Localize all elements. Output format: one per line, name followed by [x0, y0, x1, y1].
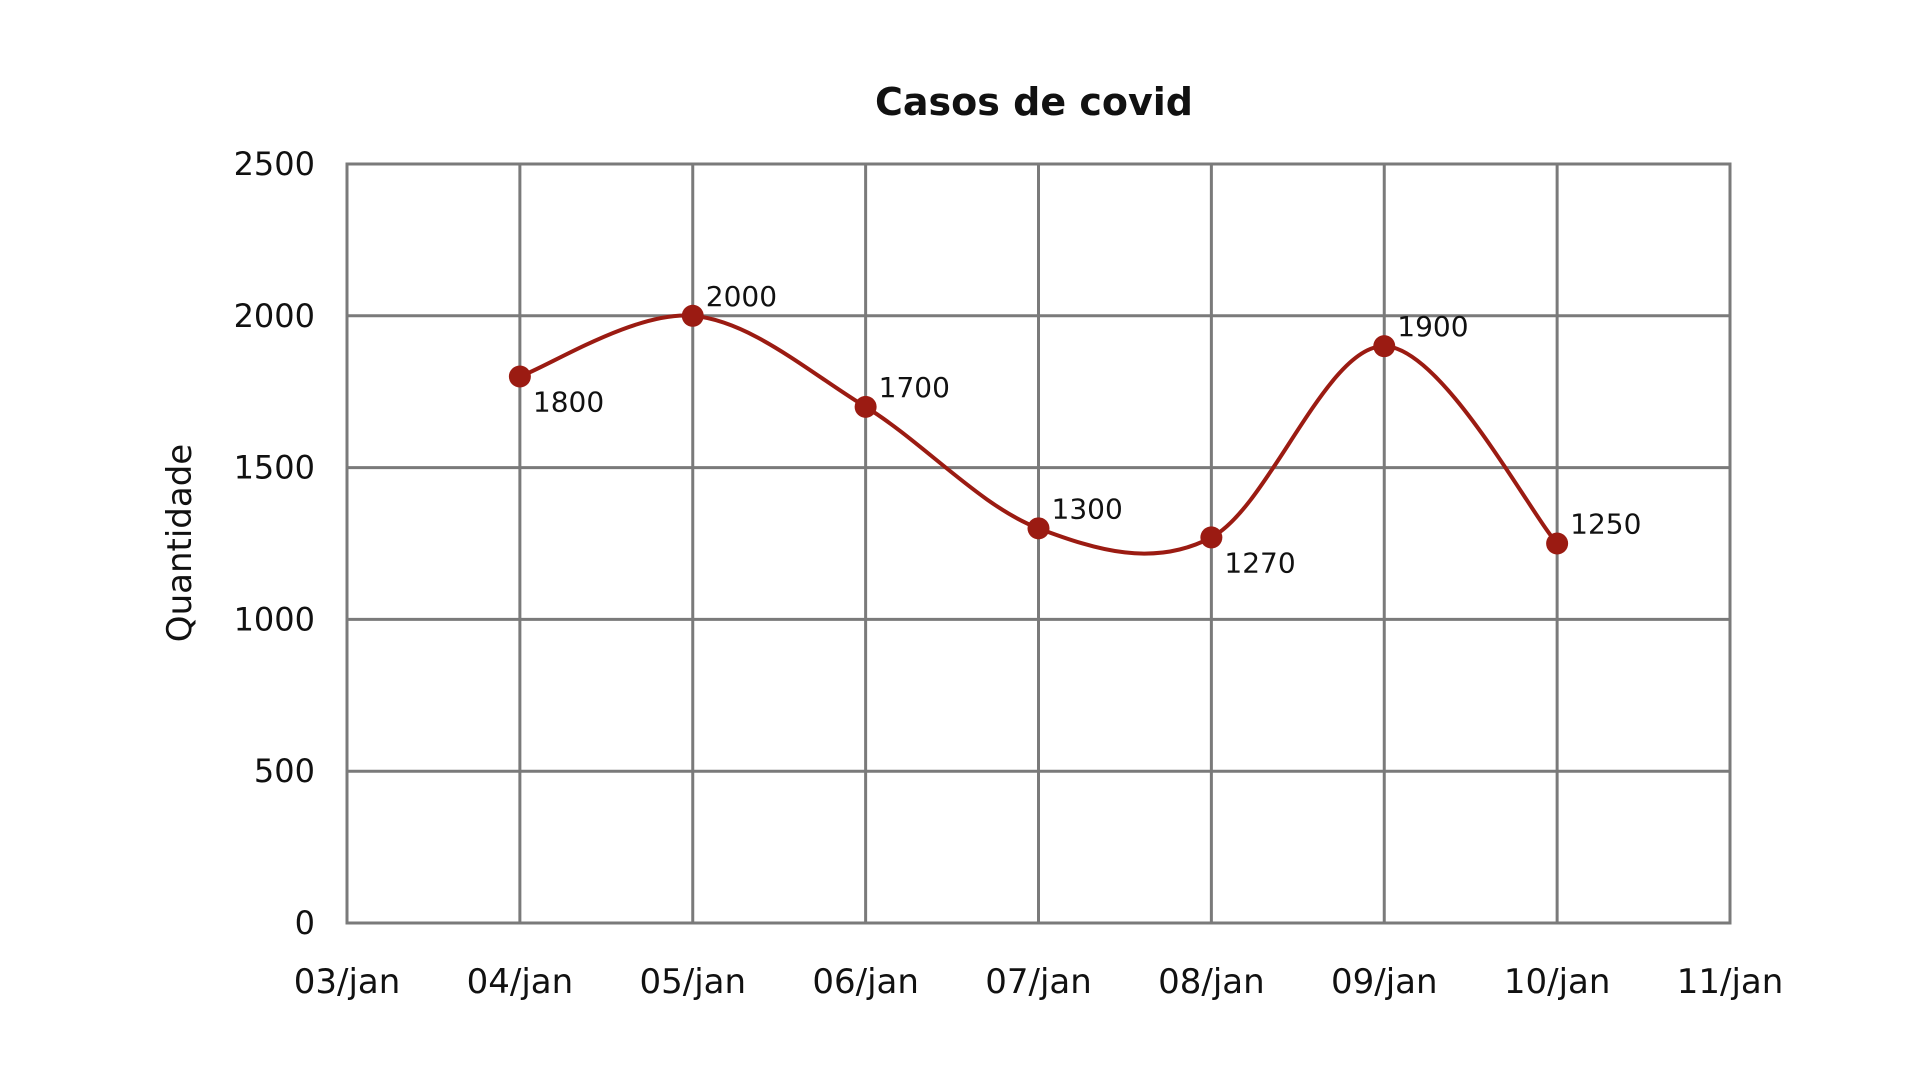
series-layer [508, 304, 1569, 556]
x-tick-label: 09/jan [1331, 962, 1438, 1002]
x-axis-ticks: 03/jan 04/jan 05/jan 06/jan 07/jan 08/jan 09/j… [294, 962, 1784, 1002]
data-point [681, 304, 704, 327]
chart-title: Casos de covid [875, 80, 1193, 124]
x-tick-label: 07/jan [985, 962, 1092, 1002]
x-tick-label: 06/jan [812, 962, 919, 1002]
y-tick-label: 2500 [234, 145, 315, 183]
x-tick-label: 08/jan [1158, 962, 1265, 1002]
data-label: 1250 [1570, 508, 1641, 541]
data-point [1546, 532, 1569, 555]
data-label: 1270 [1224, 546, 1295, 579]
x-tick-label: 11/jan [1677, 962, 1784, 1002]
x-tick-label: 10/jan [1504, 962, 1611, 1002]
data-label: 1700 [879, 371, 950, 404]
data-point [1027, 517, 1050, 540]
data-label: 1900 [1397, 310, 1468, 343]
y-tick-label: 2000 [234, 297, 315, 335]
x-tick-label: 03/jan [294, 962, 401, 1002]
y-tick-label: 0 [295, 904, 315, 942]
data-point [1200, 526, 1223, 549]
x-tick-label: 05/jan [639, 962, 746, 1002]
y-tick-label: 1000 [234, 600, 315, 638]
x-tick-label: 04/jan [467, 962, 574, 1002]
grid [345, 162, 1732, 925]
data-label: 1300 [1052, 492, 1123, 525]
y-axis-ticks: 0 500 1000 1500 2000 2500 [234, 145, 315, 942]
y-tick-label: 1500 [234, 449, 315, 487]
data-labels: 1800 2000 1700 1300 1270 1900 1250 [533, 280, 1642, 580]
y-axis-label: Quantidade [160, 444, 200, 642]
plot-frame [345, 162, 1732, 925]
data-point [854, 395, 877, 418]
data-label: 2000 [706, 280, 777, 313]
data-label: 1800 [533, 386, 604, 419]
y-tick-label: 500 [254, 752, 315, 790]
data-point [508, 365, 531, 388]
data-point [1373, 335, 1396, 358]
